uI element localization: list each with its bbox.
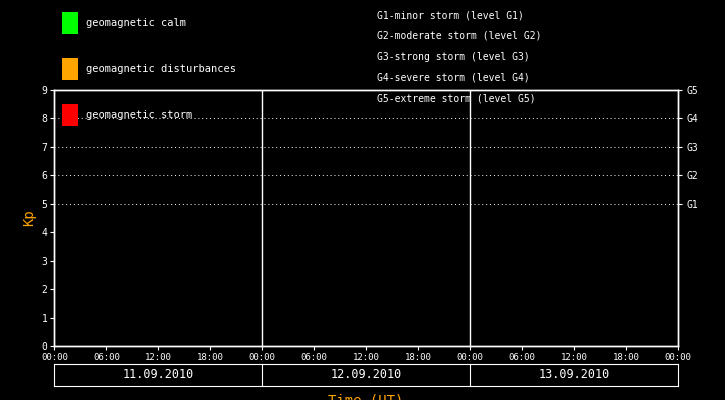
Y-axis label: Kp: Kp xyxy=(22,210,36,226)
Text: geomagnetic disturbances: geomagnetic disturbances xyxy=(86,64,236,74)
Text: geomagnetic storm: geomagnetic storm xyxy=(86,110,193,120)
Text: geomagnetic calm: geomagnetic calm xyxy=(86,18,186,28)
Text: 13.09.2010: 13.09.2010 xyxy=(539,368,610,382)
Text: G2-moderate storm (level G2): G2-moderate storm (level G2) xyxy=(377,31,542,41)
Text: G1-minor storm (level G1): G1-minor storm (level G1) xyxy=(377,10,524,20)
Text: 12.09.2010: 12.09.2010 xyxy=(331,368,402,382)
Text: 11.09.2010: 11.09.2010 xyxy=(123,368,194,382)
Text: G3-strong storm (level G3): G3-strong storm (level G3) xyxy=(377,52,530,62)
Text: Time (UT): Time (UT) xyxy=(328,393,404,400)
Text: G4-severe storm (level G4): G4-severe storm (level G4) xyxy=(377,72,530,82)
Text: G5-extreme storm (level G5): G5-extreme storm (level G5) xyxy=(377,93,536,103)
